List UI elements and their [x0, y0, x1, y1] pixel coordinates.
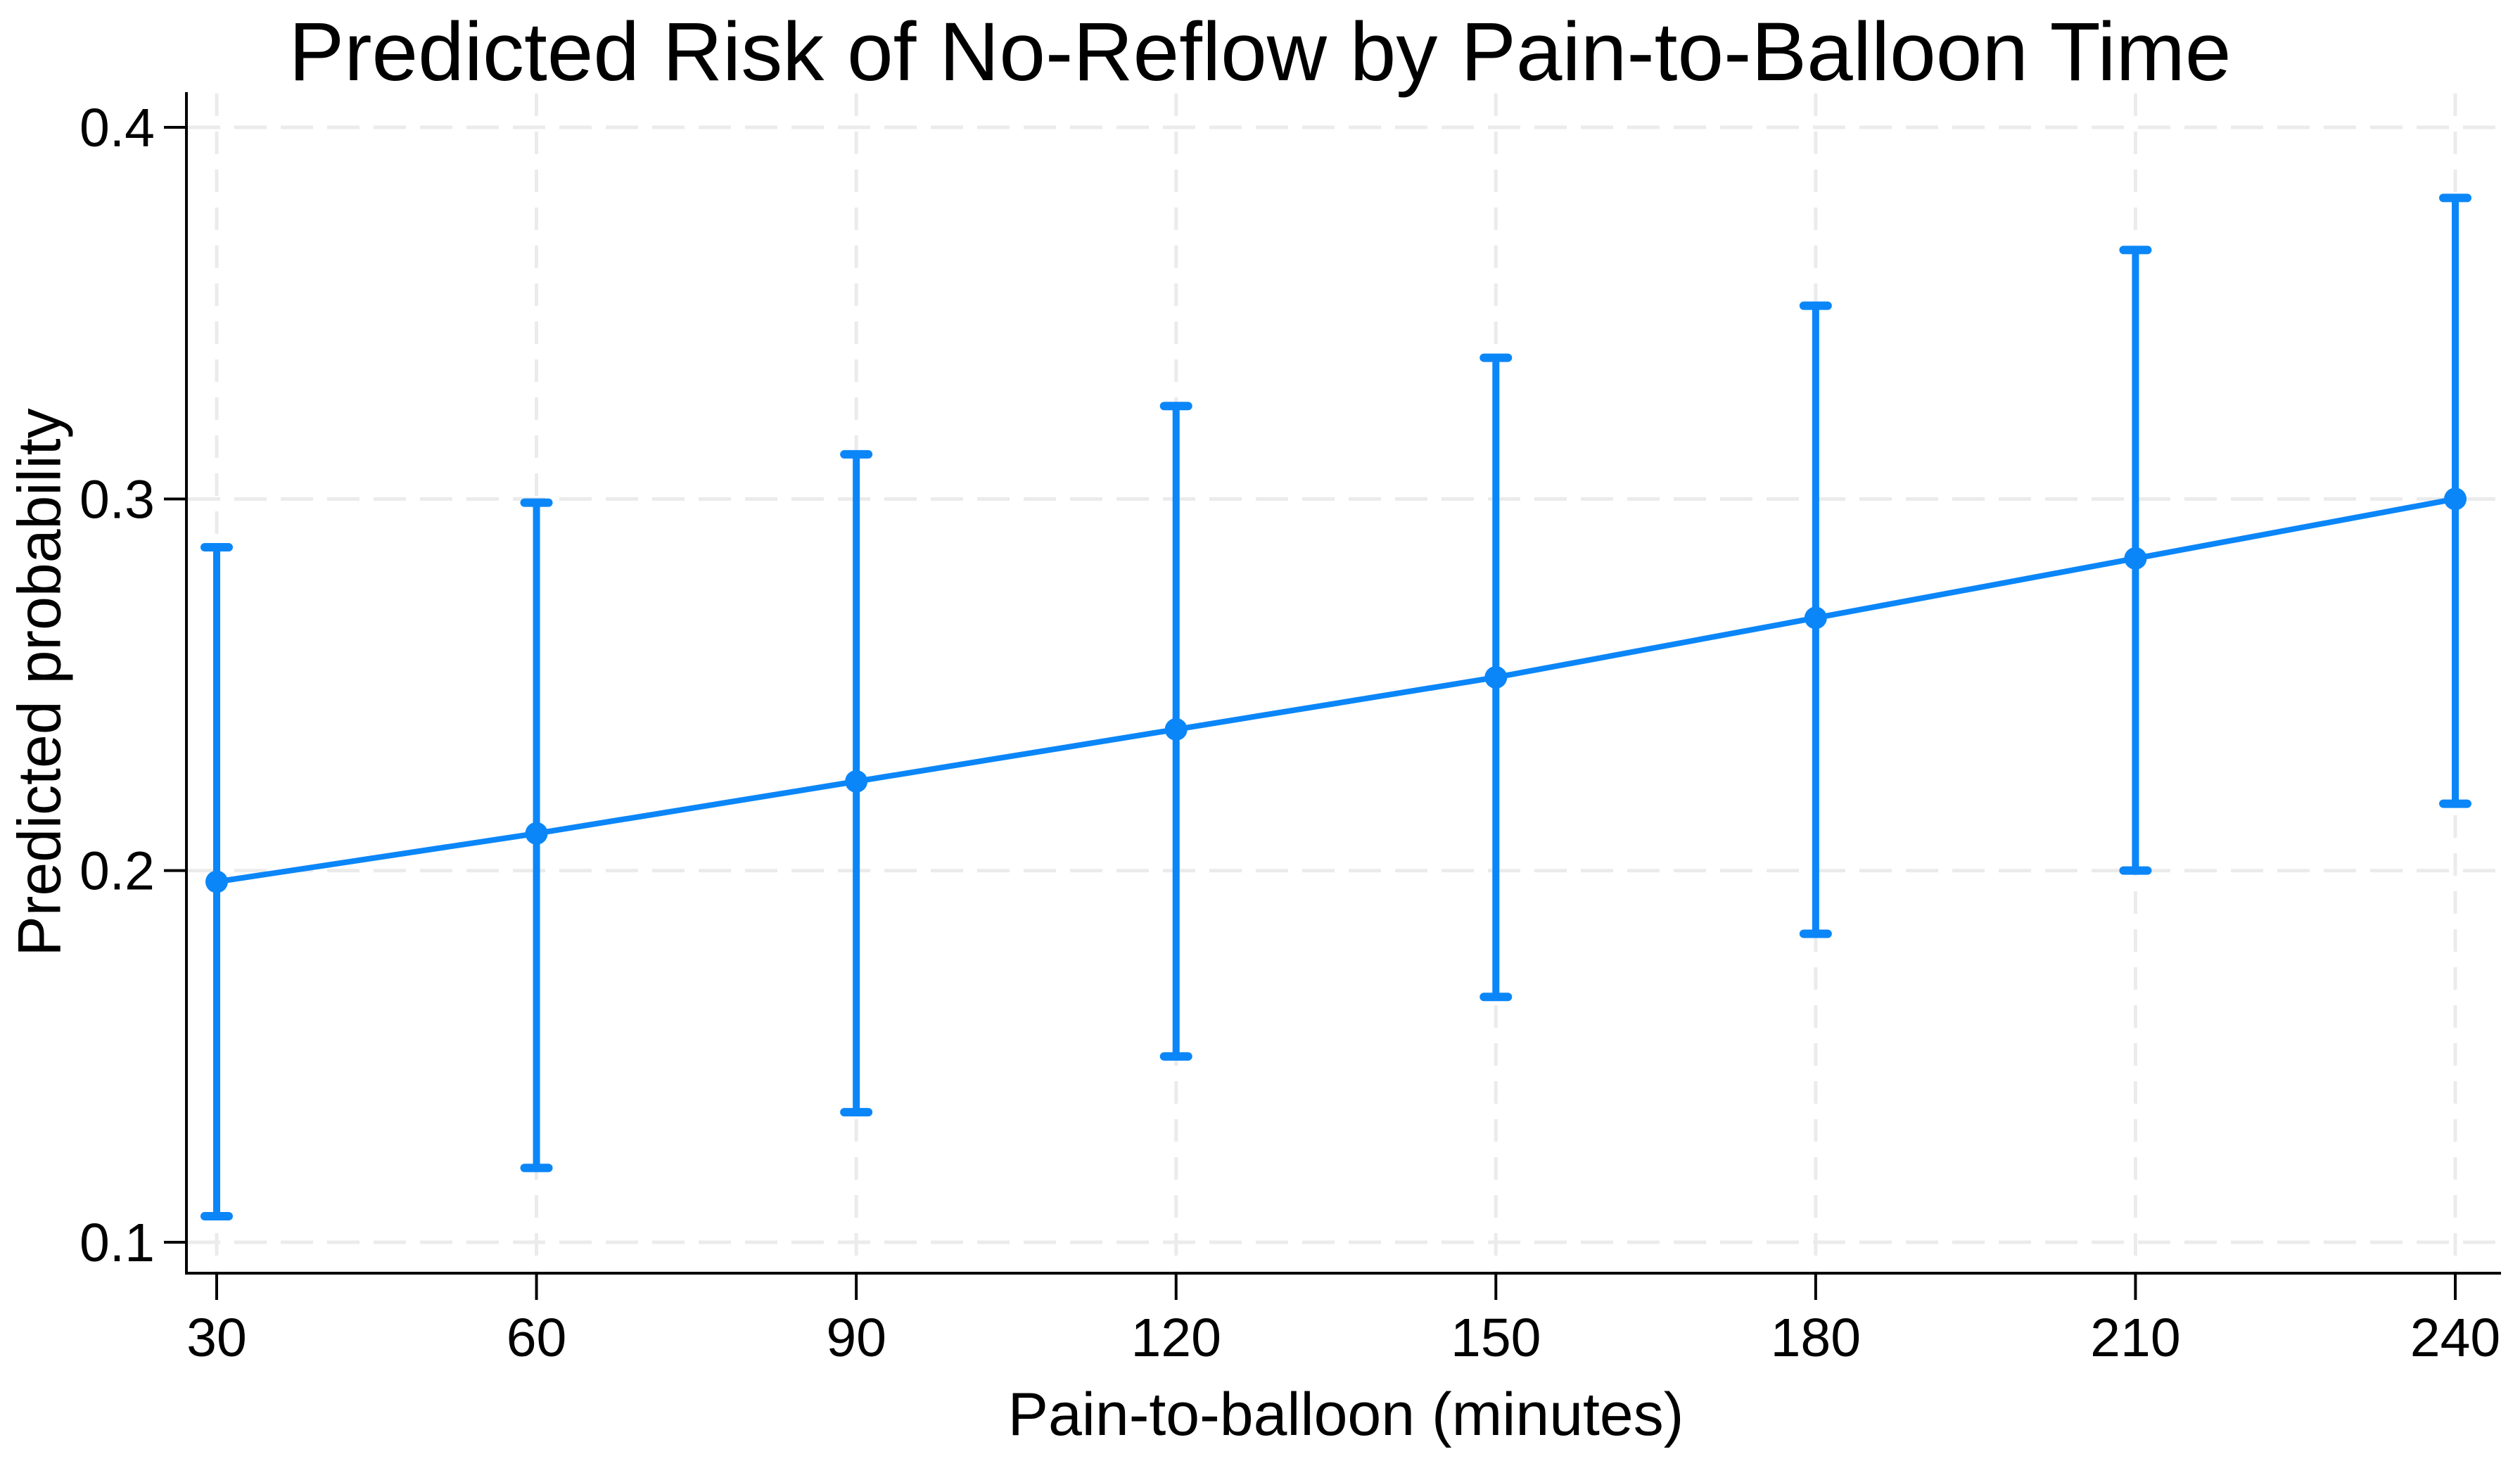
- data-point-marker: [1164, 717, 1188, 741]
- x-tick-label: 150: [1451, 1308, 1541, 1368]
- data-point-marker: [845, 770, 868, 793]
- data-point-marker: [205, 870, 228, 893]
- y-tick-label: 0.2: [79, 841, 155, 902]
- data-point-marker: [2124, 547, 2147, 570]
- data-point-marker: [1484, 665, 1508, 689]
- x-tick-label: 90: [826, 1308, 886, 1368]
- x-tick-label: 240: [2410, 1308, 2500, 1368]
- x-tick-label: 30: [186, 1308, 247, 1368]
- x-tick-label: 60: [507, 1308, 567, 1368]
- data-point-marker: [2444, 487, 2467, 511]
- y-tick-label: 0.4: [79, 98, 155, 158]
- data-point-marker: [525, 822, 548, 845]
- data-point-marker: [1804, 606, 1827, 630]
- trend-line: [216, 496, 2456, 885]
- y-tick-label: 0.1: [79, 1213, 155, 1273]
- x-tick-label: 180: [1771, 1308, 1861, 1368]
- y-tick-label: 0.3: [79, 469, 155, 530]
- chart-title: Predicted Risk of No-Reflow by Pain-to-B…: [288, 6, 2232, 98]
- x-axis-label: Pain-to-balloon (minutes): [1007, 1381, 1684, 1448]
- x-tick-label: 210: [2090, 1308, 2180, 1368]
- x-tick-label: 120: [1131, 1308, 1221, 1368]
